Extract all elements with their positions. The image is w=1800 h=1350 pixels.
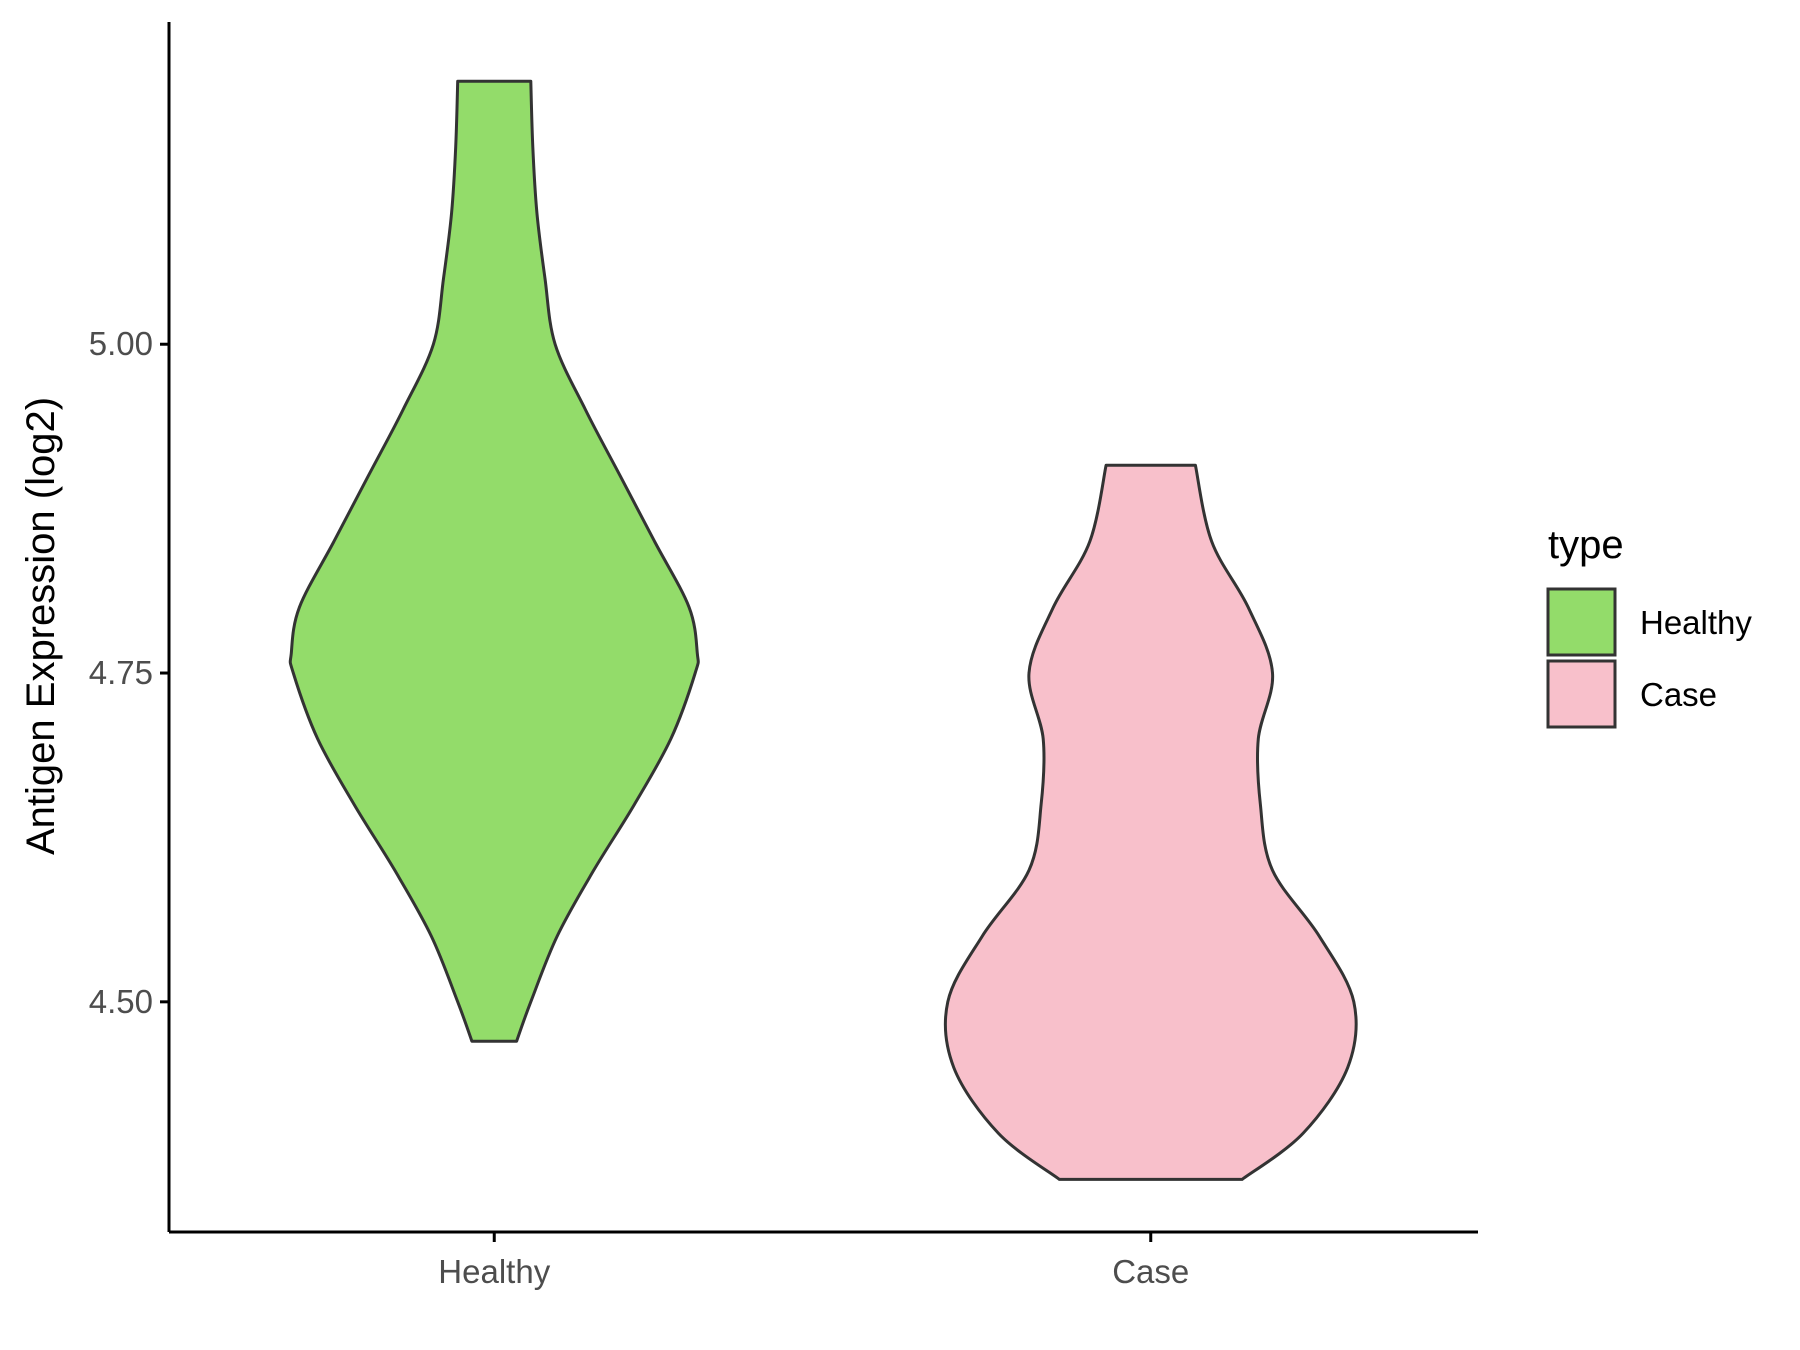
x-tick-label: Healthy xyxy=(438,1253,550,1290)
y-ticks: 4.50 4.75 5.00 xyxy=(89,325,169,1020)
legend-title: type xyxy=(1548,523,1624,567)
legend-label-case: Case xyxy=(1640,676,1717,713)
legend-swatch-healthy xyxy=(1546,587,1617,657)
violins xyxy=(288,79,1358,1181)
x-tick-label: Case xyxy=(1112,1253,1189,1290)
y-tick-label: 5.00 xyxy=(89,325,153,362)
y-tick-label: 4.50 xyxy=(89,983,153,1020)
legend-label-healthy: Healthy xyxy=(1640,604,1752,641)
y-axis-title: Antigen Expression (log2) xyxy=(19,397,63,855)
legend-entries: Healthy Case xyxy=(1546,587,1752,729)
violin-case xyxy=(943,463,1358,1181)
violin-healthy xyxy=(288,79,700,1043)
y-tick-label: 4.75 xyxy=(89,654,153,691)
x-ticks: Healthy Case xyxy=(438,1232,1189,1290)
legend: type Healthy Case xyxy=(1546,523,1752,729)
legend-swatch-case xyxy=(1546,659,1617,729)
